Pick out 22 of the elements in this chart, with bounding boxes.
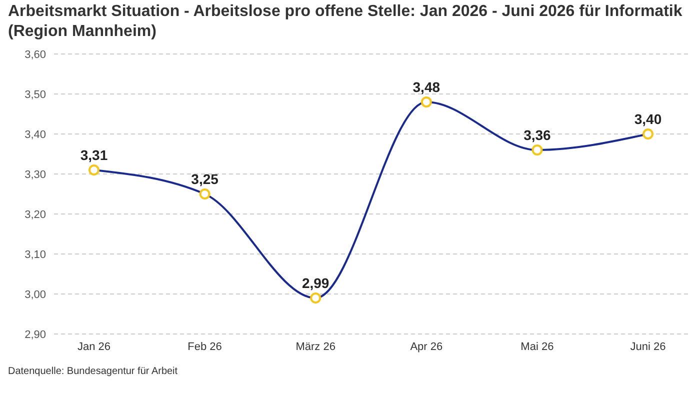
x-tick-label: Juni 26 (630, 340, 666, 353)
y-tick-label: 3,50 (24, 88, 46, 101)
y-tick-label: 2,90 (24, 328, 46, 341)
y-tick-label: 3,30 (24, 168, 46, 181)
y-tick-label: 3,10 (24, 248, 46, 261)
chart-title: Arbeitsmarkt Situation - Arbeitslose pro offene Stelle: Jan 2026 - Juni 2026 für Informatik (Region Mannheim) (8, 2, 684, 42)
data-label: 3,31 (80, 147, 108, 163)
data-label: 2,99 (302, 275, 330, 291)
data-label: 3,36 (524, 127, 552, 143)
x-tick-label: Jan 26 (77, 340, 111, 353)
y-tick-label: 3,00 (24, 288, 46, 301)
text: Datenquelle: Bundesagentur für Arbeit (8, 366, 179, 377)
y-tick-label: 3,20 (24, 208, 46, 221)
x-tick-label: März 26 (296, 340, 336, 353)
data-label: 3,40 (634, 111, 662, 127)
data-label: 3,25 (191, 171, 219, 187)
x-tick-label: Mai 26 (520, 340, 554, 353)
x-tick-label: Feb 26 (188, 340, 222, 353)
y-tick-label: 3,40 (24, 128, 46, 141)
y-tick-label: 3,60 (24, 48, 46, 61)
data-label: 3,48 (412, 79, 440, 95)
x-tick-label: Apr 26 (410, 340, 443, 353)
